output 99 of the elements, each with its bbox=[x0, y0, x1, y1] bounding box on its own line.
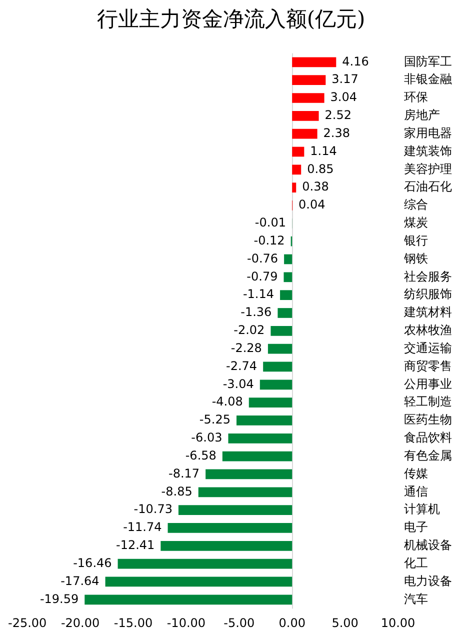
y-tick-label: 电力设备 bbox=[404, 574, 452, 588]
y-tick-label: 有色金属 bbox=[404, 448, 452, 462]
bar bbox=[118, 558, 292, 569]
bar bbox=[292, 57, 336, 68]
y-tick-label: 机械设备 bbox=[404, 538, 452, 552]
x-tick-label: -25.00 bbox=[8, 616, 47, 630]
data-label: -0.12 bbox=[254, 233, 285, 248]
bar bbox=[160, 540, 292, 551]
bar bbox=[236, 416, 292, 426]
data-label: -1.14 bbox=[242, 287, 274, 302]
bar bbox=[278, 308, 292, 318]
y-tick-label: 银行 bbox=[403, 233, 428, 248]
data-label: -6.03 bbox=[191, 430, 222, 445]
x-tick-label: -5.00 bbox=[224, 616, 255, 630]
y-tick-label: 农林牧渔 bbox=[404, 323, 452, 338]
y-tick-label: 钢铁 bbox=[403, 251, 428, 266]
y-tick-label: 交通运输 bbox=[404, 340, 452, 355]
data-label: -12.41 bbox=[116, 538, 155, 552]
y-tick-label: 建筑装饰 bbox=[403, 144, 452, 158]
data-label: -11.74 bbox=[123, 520, 162, 534]
data-label: -4.08 bbox=[212, 394, 243, 409]
data-label: -0.76 bbox=[246, 251, 278, 266]
data-label: -1.36 bbox=[240, 305, 272, 320]
bar bbox=[168, 523, 292, 533]
y-tick-label: 商贸零售 bbox=[404, 358, 452, 373]
data-label: -8.85 bbox=[161, 484, 192, 498]
y-tick-label: 食品饮料 bbox=[404, 430, 452, 445]
bar bbox=[292, 146, 304, 157]
data-label: 2.52 bbox=[324, 108, 352, 122]
data-label: -3.04 bbox=[222, 376, 254, 391]
y-tick-label: 轻工制造 bbox=[404, 394, 452, 409]
y-tick-label: 计算机 bbox=[404, 502, 440, 516]
data-label: -16.46 bbox=[73, 556, 112, 570]
x-tick-label: -20.00 bbox=[60, 616, 100, 630]
data-label: 0.38 bbox=[302, 180, 329, 194]
bar bbox=[206, 469, 292, 480]
y-tick-label: 汽车 bbox=[404, 592, 428, 606]
data-label: -2.74 bbox=[226, 358, 258, 373]
data-label: 0.85 bbox=[307, 162, 334, 176]
y-tick-label: 环保 bbox=[404, 90, 428, 104]
data-label: 0.04 bbox=[298, 198, 326, 212]
y-tick-label: 房地产 bbox=[404, 108, 440, 122]
y-tick-label: 通信 bbox=[404, 484, 428, 498]
bar bbox=[228, 433, 292, 444]
y-tick-label: 社会服务 bbox=[404, 269, 452, 284]
bar bbox=[284, 272, 292, 282]
x-tick-label: 0.00 bbox=[278, 616, 306, 630]
data-label: -19.59 bbox=[40, 592, 79, 606]
y-tick-label: 建筑材料 bbox=[403, 305, 452, 320]
x-tick-label: 5.00 bbox=[332, 616, 358, 630]
chart-title: 行业主力资金净流入额(亿元) bbox=[96, 7, 366, 32]
bar bbox=[292, 164, 302, 175]
data-label: -0.01 bbox=[254, 216, 286, 230]
y-tick-label: 非银金融 bbox=[404, 72, 452, 86]
x-tick-label: 10.00 bbox=[380, 616, 416, 630]
bar bbox=[105, 576, 292, 587]
y-tick-label: 传媒 bbox=[404, 466, 428, 480]
bar bbox=[198, 487, 292, 498]
y-tick-label: 煤炭 bbox=[404, 216, 428, 230]
bar bbox=[260, 380, 292, 390]
data-label: 1.14 bbox=[310, 144, 337, 158]
data-label: -2.28 bbox=[230, 340, 262, 355]
bar bbox=[268, 344, 292, 354]
bar bbox=[270, 326, 292, 336]
data-label: 4.16 bbox=[342, 54, 369, 68]
data-label: 3.04 bbox=[330, 90, 358, 104]
data-label: -10.73 bbox=[134, 502, 172, 516]
y-tick-label: 综合 bbox=[404, 198, 428, 212]
x-tick-label: -15.00 bbox=[114, 616, 153, 630]
y-tick-label: 家用电器 bbox=[404, 126, 452, 140]
y-tick-label: 石油石化 bbox=[404, 180, 452, 194]
bar bbox=[292, 93, 324, 103]
bar bbox=[284, 254, 292, 264]
data-label: -17.64 bbox=[60, 574, 100, 588]
data-label: -6.58 bbox=[185, 448, 216, 462]
data-label: -2.02 bbox=[234, 323, 265, 338]
bar bbox=[84, 594, 292, 605]
data-label: 2.38 bbox=[323, 126, 350, 140]
bar bbox=[292, 75, 326, 85]
y-tick-label: 化工 bbox=[404, 556, 428, 570]
bar bbox=[292, 128, 318, 139]
bar bbox=[178, 505, 292, 515]
bar bbox=[292, 110, 319, 121]
data-label: 3.17 bbox=[332, 72, 358, 86]
data-label: -5.25 bbox=[199, 412, 230, 427]
bar bbox=[222, 451, 292, 462]
y-tick-label: 电子 bbox=[404, 520, 428, 534]
bar bbox=[280, 290, 292, 300]
bar bbox=[248, 398, 292, 408]
bar bbox=[292, 182, 296, 192]
data-label: -0.79 bbox=[246, 269, 278, 284]
bar bbox=[263, 362, 292, 372]
y-tick-label: 国防军工 bbox=[404, 54, 452, 68]
y-tick-label: 医药生物 bbox=[404, 412, 452, 427]
y-tick-label: 公用事业 bbox=[404, 376, 452, 391]
data-label: -8.17 bbox=[168, 466, 200, 480]
y-tick-label: 美容护理 bbox=[404, 162, 452, 176]
x-tick-label: -10.00 bbox=[166, 616, 206, 630]
y-tick-label: 纺织服饰 bbox=[404, 287, 452, 302]
